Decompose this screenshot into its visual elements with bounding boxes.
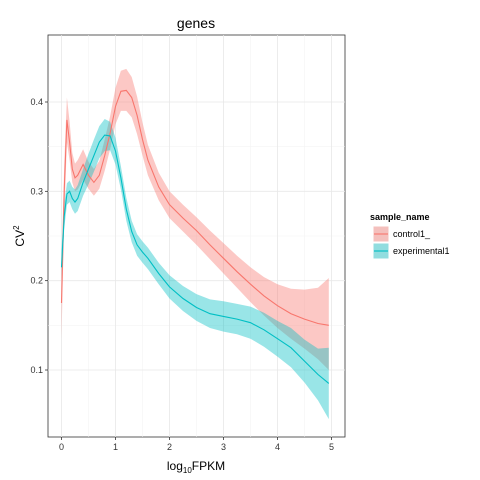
x-axis-title-subscript: 10 <box>183 466 192 475</box>
x-tick-label: 4 <box>275 442 280 452</box>
grid <box>48 35 345 437</box>
x-tick-label: 0 <box>59 442 64 452</box>
series-line-experimental1 <box>60 134 330 384</box>
x-axis-title-rest: FPKM <box>192 459 225 473</box>
y-axis-title-superscript: 2 <box>12 225 21 230</box>
series-line-control1 <box>60 89 329 326</box>
x-axis: 0 1 2 3 4 5 <box>59 437 334 452</box>
legend-label-experimental1: experimental1 <box>393 246 450 256</box>
y-axis: 0.1 0.2 0.3 0.4 <box>30 97 48 375</box>
x-tick-label: 5 <box>329 442 334 452</box>
y-axis-title: CV2 <box>12 225 27 247</box>
y-tick-label: 0.4 <box>30 97 43 107</box>
legend-items: control1_ experimental1 <box>372 225 450 260</box>
chart-title: genes <box>177 15 215 31</box>
legend: sample_name control1_ experimental1 <box>370 212 450 260</box>
x-tick-label: 1 <box>113 442 118 452</box>
legend-label-control1: control1_ <box>393 229 431 239</box>
y-axis-title-base: CV <box>13 230 27 247</box>
y-tick-label: 0.3 <box>30 186 43 196</box>
x-tick-label: 2 <box>167 442 172 452</box>
legend-title: sample_name <box>370 212 430 222</box>
line-group <box>60 89 330 384</box>
x-tick-label: 3 <box>221 442 226 452</box>
x-axis-title: log10FPKM <box>167 459 225 475</box>
x-axis-title-base: log <box>167 459 183 473</box>
confidence-band-experimental1 <box>61 119 329 420</box>
y-tick-label: 0.1 <box>30 365 43 375</box>
y-tick-label: 0.2 <box>30 276 43 286</box>
